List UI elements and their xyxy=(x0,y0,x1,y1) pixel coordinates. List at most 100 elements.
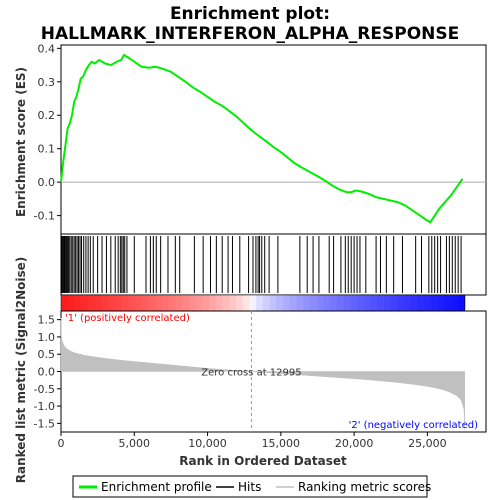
rank-color-band-segment xyxy=(283,295,291,311)
es-panel: -0.1 0.0 0.1 0.2 0.3 0.4 xyxy=(34,42,487,235)
rank-color-band-segment xyxy=(114,295,123,311)
rank-axis-title: Ranked list metric (Signal2Noise) xyxy=(14,257,28,484)
legend-label-enrichment: Enrichment profile xyxy=(101,480,212,494)
es-ytick-label: 0.2 xyxy=(38,109,56,122)
es-axis-title: Enrichment score (ES) xyxy=(14,67,28,217)
rank-ytick-label: 1.0 xyxy=(38,331,56,344)
rank-ytick-label: 0.5 xyxy=(38,348,56,361)
rank-color-band-segment xyxy=(390,295,398,311)
es-ytick-label: 0.1 xyxy=(38,143,56,156)
rank-color-band-segment xyxy=(424,295,432,311)
xtick-label: 5,000 xyxy=(119,437,151,450)
rank-color-band-segment xyxy=(182,295,190,311)
rank-color-band-segment xyxy=(108,295,116,311)
rank-color-band-segment xyxy=(235,295,244,311)
rank-color-band-segment xyxy=(195,295,203,311)
rank-ytick-label: 0.0 xyxy=(38,366,56,379)
x-axis-title: Rank in Ordered Dataset xyxy=(179,454,347,468)
zero-cross-label: Zero cross at 12995 xyxy=(201,368,301,379)
rank-ytick-label: 1.5 xyxy=(38,314,56,327)
rank-color-band-segment xyxy=(384,295,392,311)
rank-color-band-segment xyxy=(343,295,351,311)
rank-color-band-segment xyxy=(350,295,358,311)
rank-color-band-segment xyxy=(87,295,96,311)
rank-color-band-segment xyxy=(289,295,298,311)
rank-color-band-segment xyxy=(175,295,183,311)
es-plot-area xyxy=(60,44,487,235)
ranking-metric-area xyxy=(60,317,465,431)
chart-title-line2: HALLMARK_INTERFERON_ALPHA_RESPONSE xyxy=(41,24,460,44)
positive-correlated-label: '1' (positively correlated) xyxy=(65,313,190,324)
legend-label-ranking: Ranking metric scores xyxy=(298,480,431,494)
xtick-label: 10,000 xyxy=(188,437,227,450)
rank-color-band-segment xyxy=(67,295,75,311)
rank-color-band-segment xyxy=(128,295,136,311)
rank-color-band-segment xyxy=(444,295,452,311)
rank-color-band-segment xyxy=(397,295,405,311)
rank-color-band-segment xyxy=(269,295,277,311)
legend-label-hits: Hits xyxy=(238,480,261,494)
xtick-label: 15,000 xyxy=(262,437,301,450)
rank-color-band-segment xyxy=(363,295,372,311)
es-ytick-label: -0.1 xyxy=(34,210,55,223)
rank-color-band-segment xyxy=(168,295,176,311)
chart-title-line1: Enrichment plot: xyxy=(170,4,330,24)
rank-color-band-segment xyxy=(155,295,163,311)
rank-ytick-label: -0.5 xyxy=(34,383,55,396)
rank-color-band-segment xyxy=(256,295,264,311)
rank-color-band-segment xyxy=(303,295,311,311)
rank-color-band-segment xyxy=(458,295,466,311)
rank-color-band-segment xyxy=(135,295,143,311)
rank-color-band-segment xyxy=(370,295,378,311)
xtick-label: 0 xyxy=(58,437,65,450)
legend-box xyxy=(72,475,428,498)
es-ytick-label: 0.4 xyxy=(38,42,56,55)
rank-color-band-segment xyxy=(242,295,250,311)
xtick-label: 20,000 xyxy=(335,437,374,450)
negative-correlated-label: '2' (negatively correlated) xyxy=(349,420,478,431)
rank-color-band-segment xyxy=(404,295,412,311)
rank-color-band-segment xyxy=(296,295,304,311)
rank-color-band-segment xyxy=(417,295,425,311)
rank-ytick-label: -1.0 xyxy=(34,400,55,413)
rank-color-band-segment xyxy=(437,295,446,311)
rank-color-band-segment xyxy=(410,295,419,311)
rank-color-band-segment xyxy=(121,295,129,311)
rank-color-band-segment xyxy=(357,295,365,311)
rank-color-band-segment xyxy=(377,295,385,311)
rank-color-band-segment xyxy=(215,295,223,311)
x-axis-ticks: 0 5,000 10,000 15,000 20,000 25,000 xyxy=(58,432,447,450)
enrichment-profile-line xyxy=(60,53,464,224)
rank-color-band-segment xyxy=(74,295,82,311)
rank-color-band-segment xyxy=(148,295,156,311)
rank-color-band-segment xyxy=(61,295,69,311)
rank-color-band-segment xyxy=(229,295,237,311)
rank-color-band-segment xyxy=(323,295,331,311)
rank-color-band-segment xyxy=(336,295,345,311)
rank-color-band-segment xyxy=(161,295,170,311)
rank-color-band-segment xyxy=(209,295,217,311)
rank-color-band-segment xyxy=(202,295,210,311)
rank-color-band-segment xyxy=(249,295,257,311)
rank-color-band-segment xyxy=(262,295,271,311)
rank-panel: -1.5 -1.0 -0.5 0.0 0.5 1.0 1.5 Zero cross at 12… xyxy=(34,310,487,433)
rank-color-band-segment xyxy=(141,295,149,311)
rank-color-band-segment xyxy=(276,295,284,311)
rank-color-band-segment xyxy=(101,295,109,311)
rank-ytick-label: -1.5 xyxy=(34,417,55,430)
rank-color-band-segment xyxy=(188,295,197,311)
rank-color-band-segment xyxy=(81,295,89,311)
legend: Enrichment profile Hits Ranking metric s… xyxy=(72,475,431,498)
rank-color-band-segment xyxy=(451,295,459,311)
rank-color-band-segment xyxy=(222,295,230,311)
xtick-label: 25,000 xyxy=(408,437,447,450)
rank-color-band-segment xyxy=(309,295,318,311)
es-ytick-label: 0.3 xyxy=(38,76,56,89)
hits-panel xyxy=(60,233,487,312)
es-ytick-label: 0.0 xyxy=(38,176,56,189)
rank-color-band-segment xyxy=(94,295,102,311)
rank-color-band-segment xyxy=(431,295,439,311)
rank-color-band-segment xyxy=(330,295,338,311)
rank-color-band-segment xyxy=(316,295,324,311)
